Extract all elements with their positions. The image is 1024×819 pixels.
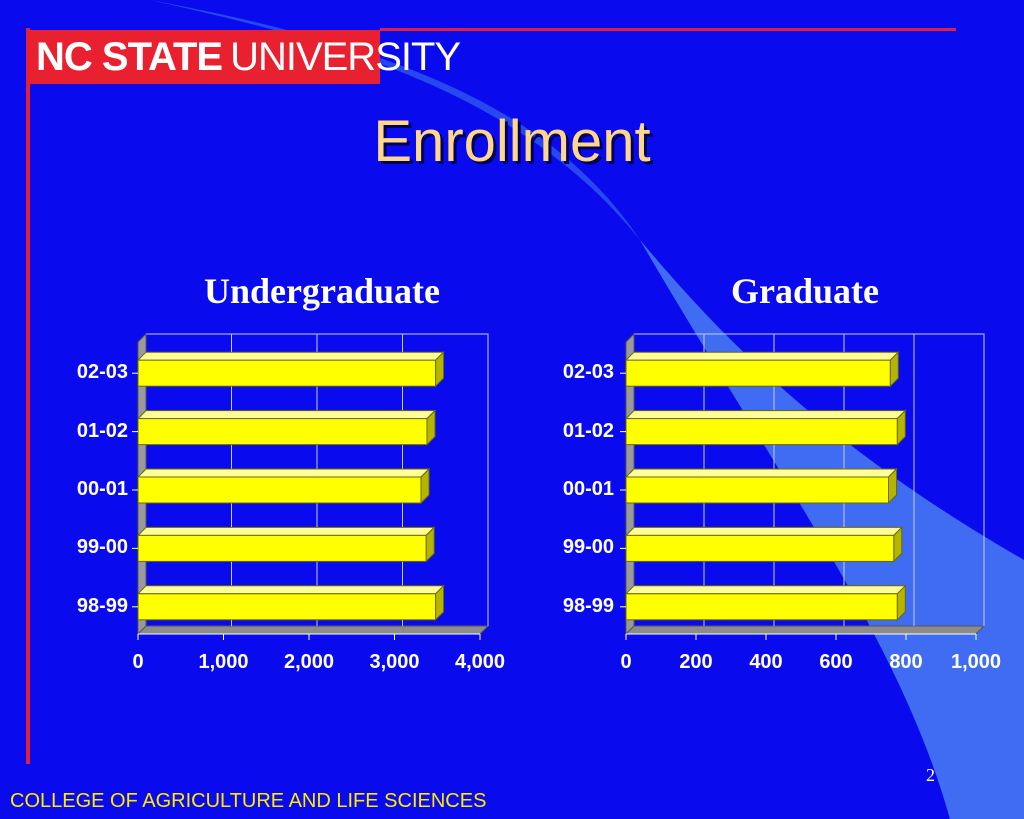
red-vertical-rule: [26, 28, 30, 764]
y-tick-label: 98-99: [76, 594, 128, 617]
slide-title: Enrollment: [373, 109, 651, 174]
x-tick-label: 400: [749, 651, 783, 673]
x-tick-label: 4,000: [454, 651, 506, 673]
chart-0: [132, 332, 490, 640]
chart-1: [620, 332, 986, 640]
x-tick-label: 3,000: [369, 651, 420, 673]
y-tick-label: 01-02: [562, 419, 614, 442]
y-tick-label: 00-01: [562, 478, 614, 500]
bar: [624, 350, 900, 388]
y-tick-label: 02-03: [76, 361, 128, 384]
y-tick-label: 02-03: [562, 361, 614, 384]
page-number: 2: [926, 765, 935, 785]
x-tick-label: 0: [620, 651, 632, 673]
undergraduate-chart-title: Undergraduate: [204, 271, 440, 311]
floor: [624, 625, 986, 635]
university-logo: NC STATE UNIVERSITY: [28, 30, 461, 84]
y-tick-label: 00-01: [76, 478, 128, 500]
red-horizontal-rule: [380, 28, 956, 31]
logo-bold-text: NC STATE: [36, 34, 223, 79]
x-tick-label: 800: [889, 651, 923, 673]
college-footer: COLLEGE OF AGRICULTURE AND LIFE SCIENCES: [10, 790, 487, 812]
floor: [136, 625, 490, 635]
x-tick-label: 600: [819, 651, 853, 673]
x-tick-label: 0: [132, 651, 144, 673]
y-tick-label: 99-00: [76, 536, 128, 559]
x-tick-label: 200: [679, 651, 713, 673]
x-tick-label: 2,000: [283, 651, 335, 673]
x-tick-label: 1,000: [198, 651, 249, 673]
bar: [624, 526, 903, 563]
bar: [624, 584, 907, 622]
bar: [136, 467, 431, 505]
y-tick-label: 99-00: [562, 536, 614, 559]
logo-normal-text: UNIVERSITY: [230, 34, 461, 79]
bar: [136, 584, 445, 622]
bar: [136, 409, 437, 446]
bar: [136, 526, 436, 563]
y-tick-label: 98-99: [562, 594, 614, 617]
y-tick-label: 01-02: [76, 419, 128, 442]
bar: [624, 467, 898, 505]
bar: [624, 409, 907, 446]
x-tick-label: 1,000: [950, 651, 1002, 673]
graduate-chart-title: Graduate: [731, 271, 879, 311]
bar: [136, 350, 445, 388]
